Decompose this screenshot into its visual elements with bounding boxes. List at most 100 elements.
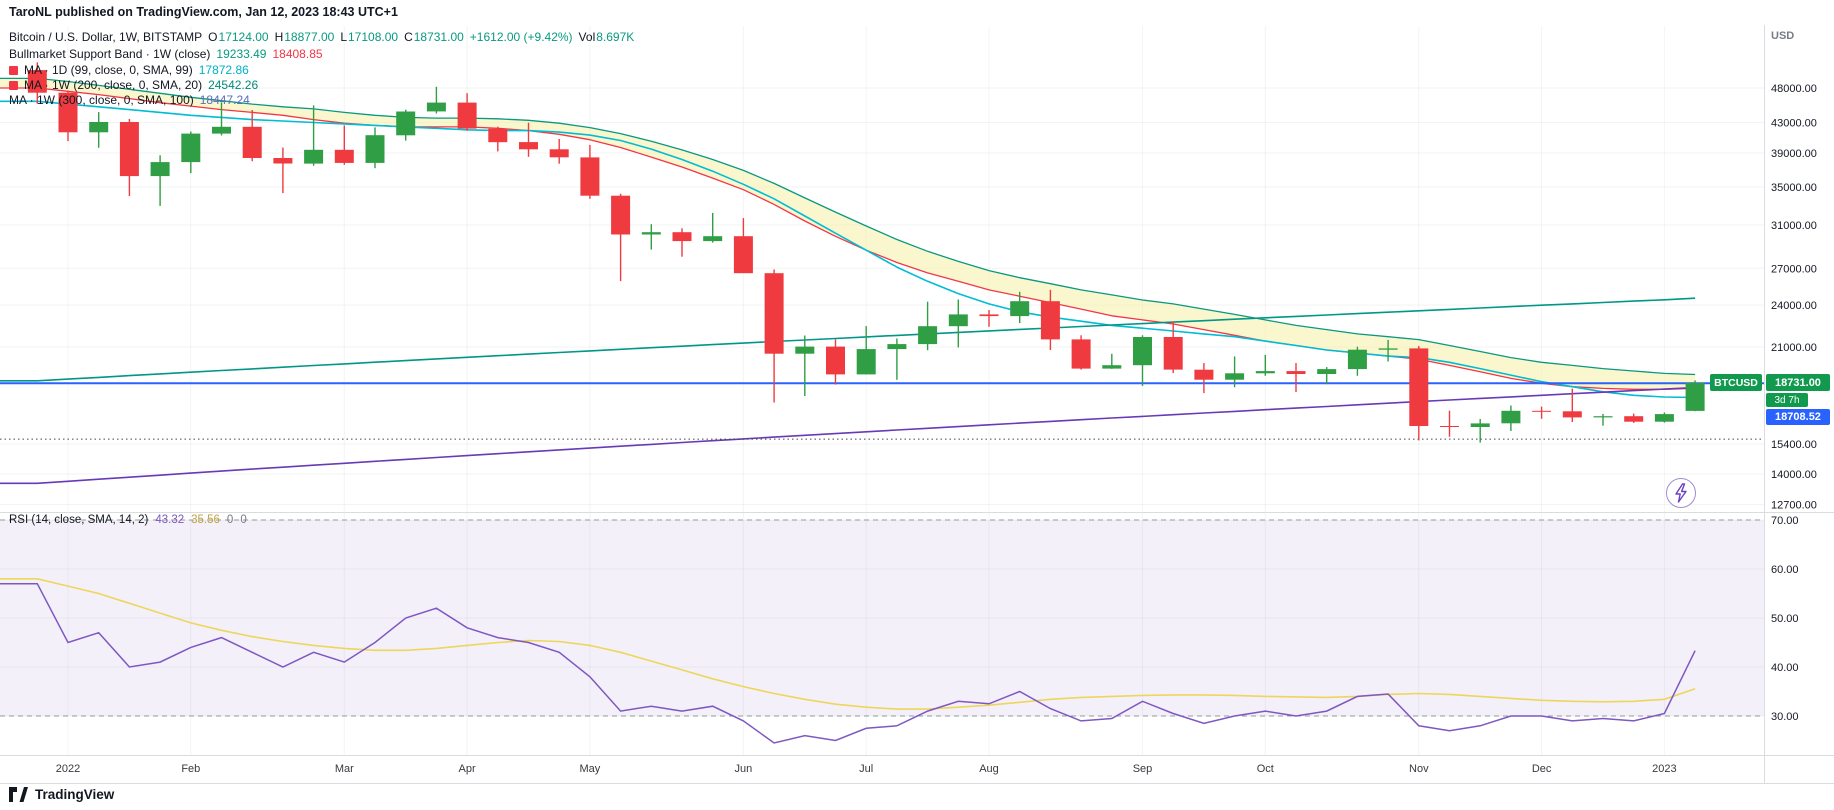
candle-body [1102, 365, 1122, 369]
candle-body [1286, 371, 1306, 374]
candle-body [948, 314, 968, 327]
price-tick-label[interactable]: 35000.00 [1771, 182, 1817, 194]
time-axis-label[interactable]: Feb [181, 763, 200, 775]
footer-brand[interactable]: TradingView [9, 787, 114, 802]
tradingview-brand-text: TradingView [35, 787, 115, 802]
price-tick-label[interactable]: 21000.00 [1771, 342, 1817, 354]
candle-body [119, 122, 139, 177]
rsi-tick-label[interactable]: 70.00 [1771, 515, 1799, 527]
quick-trade-button[interactable] [1666, 478, 1696, 508]
candle-body [1532, 410, 1552, 412]
price-tick-label[interactable]: 15400.00 [1771, 439, 1817, 451]
rsi-upper-input: 0 [226, 514, 234, 526]
candle-body [672, 232, 692, 242]
time-axis-label[interactable]: Oct [1257, 763, 1274, 775]
price-tick-label[interactable]: 14000.00 [1771, 469, 1817, 481]
last-price-badge: 18731.00 [1766, 374, 1830, 391]
candle-body [580, 157, 600, 196]
time-axis-label[interactable]: Sep [1133, 763, 1153, 775]
candle-body [426, 102, 446, 112]
lightning-icon [1675, 483, 1687, 503]
time-axis-label[interactable]: Jun [735, 763, 753, 775]
price-tick-label[interactable]: 39000.00 [1771, 148, 1817, 160]
bullmarket-band-fill [0, 78, 1696, 390]
candle-body [242, 126, 262, 158]
candle-body [1624, 416, 1644, 422]
price-tick-label[interactable]: 12700.00 [1771, 500, 1817, 512]
candle-body [1654, 414, 1674, 422]
candle-body [611, 195, 631, 235]
time-axis-label[interactable]: Jul [859, 763, 873, 775]
candle-body [1163, 337, 1183, 370]
price-tick-label[interactable]: 48000.00 [1771, 83, 1817, 95]
price-tick-label[interactable]: 24000.00 [1771, 300, 1817, 312]
rsi-legend-row[interactable]: RSI (14, close, SMA, 14, 2) 43.32 35.56 … [9, 514, 247, 526]
rsi-sma-value: 35.56 [191, 514, 220, 526]
candle-body [27, 70, 47, 93]
legend-ma99d-row[interactable]: MA · 1D (99, close, 0, SMA, 99) 17872.86 [9, 63, 249, 77]
close-label: C [404, 30, 413, 44]
candle-body [703, 236, 723, 242]
indicator-title: Bullmarket Support Band · 1W (close) [9, 47, 211, 61]
candle-body [1409, 348, 1429, 426]
candle-body [795, 346, 815, 354]
candle-body [1317, 369, 1337, 374]
candle-body [856, 349, 876, 375]
candle-body [1562, 411, 1582, 418]
rsi-lower-input: 0 [240, 514, 247, 526]
candle-body [488, 128, 508, 143]
main-pane [0, 62, 1764, 485]
candle-body [396, 111, 416, 136]
candle-body [212, 126, 231, 134]
time-axis-label[interactable]: Apr [459, 763, 476, 775]
price-line-badge: 18708.52 [1766, 409, 1830, 425]
time-axis-label[interactable]: May [580, 763, 601, 775]
time-axis-label[interactable]: Dec [1532, 763, 1552, 775]
candle-body [273, 158, 293, 164]
indicator-title: MA · 1W (200, close, 0, SMA, 20) [24, 78, 203, 92]
candle-body [334, 149, 354, 163]
legend-symbol-row[interactable]: Bitcoin / U.S. Dollar, 1W, BITSTAMP O 171… [9, 30, 634, 44]
candle-body [1225, 373, 1245, 380]
candle-body [549, 149, 569, 158]
rsi-tick-label[interactable]: 30.00 [1771, 711, 1799, 723]
candle-body [1040, 301, 1060, 340]
symbol-title: Bitcoin / U.S. Dollar, 1W, BITSTAMP [9, 30, 203, 44]
rsi-tick-label[interactable]: 50.00 [1771, 613, 1799, 625]
bmsb-sma20w-line [0, 77, 1696, 376]
tradingview-logo-icon [9, 787, 28, 802]
price-tick-label[interactable]: 31000.00 [1771, 220, 1817, 232]
rsi-tick-label[interactable]: 60.00 [1771, 564, 1799, 576]
time-axis-label[interactable]: 2023 [1652, 763, 1676, 775]
grid [0, 26, 1764, 755]
close-value: 18731.00 [413, 30, 464, 44]
rsi-pane [0, 519, 1764, 744]
rsi-value: 43.32 [155, 514, 185, 526]
price-tick-label[interactable]: 43000.00 [1771, 117, 1817, 129]
candle-body [150, 162, 170, 177]
indicator-color-chip [9, 80, 18, 90]
legend-ma200w-row[interactable]: MA · 1W (200, close, 0, SMA, 20) 24542.2… [9, 78, 258, 92]
candle-body [1133, 337, 1152, 366]
ohlc-high: H 18877.00 [275, 30, 335, 44]
rsi-band-zone [0, 520, 1764, 716]
time-axis-label[interactable]: Mar [335, 763, 354, 775]
rsi-tick-label[interactable]: 40.00 [1771, 662, 1799, 674]
publisher-bar: TaroNL published on TradingView.com, Jan… [9, 5, 398, 19]
candle-body [1255, 371, 1275, 374]
time-axis-label[interactable]: Nov [1409, 763, 1429, 775]
time-axis-label[interactable]: Aug [979, 763, 999, 775]
symbol-price-tag: BTCUSD [1710, 374, 1762, 391]
axes[interactable]: 48000.00 43000.00 39000.00 35000.00 31000.00… [0, 25, 1834, 784]
high-value: 18877.00 [284, 30, 335, 44]
price-tick-label[interactable]: 27000.00 [1771, 263, 1817, 275]
legend-ma300w-row[interactable]: MA · 1W (300, close, 0, SMA, 100) 18447.… [9, 93, 250, 107]
legend-bullmarket-band-row[interactable]: Bullmarket Support Band · 1W (close) 192… [9, 47, 323, 61]
open-label: O [208, 30, 218, 44]
candle-body [181, 133, 201, 163]
time-axis-label[interactable]: 2022 [56, 763, 80, 775]
candle-body [826, 346, 845, 375]
candle-body [519, 142, 538, 150]
